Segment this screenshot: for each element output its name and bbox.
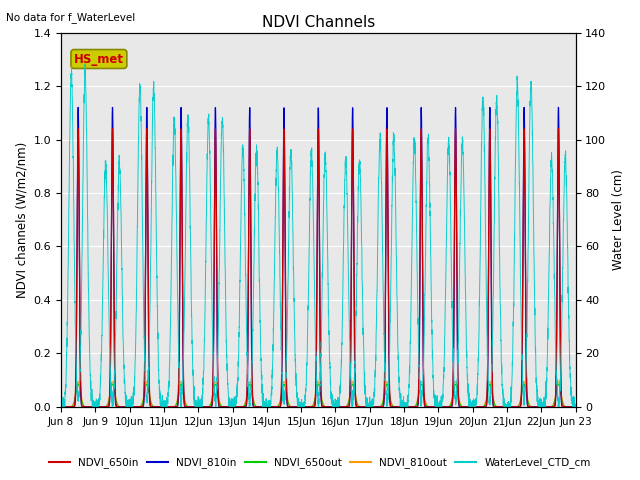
Title: NDVI Channels: NDVI Channels xyxy=(262,15,375,30)
Legend: NDVI_650in, NDVI_810in, NDVI_650out, NDVI_810out, WaterLevel_CTD_cm: NDVI_650in, NDVI_810in, NDVI_650out, NDV… xyxy=(45,453,595,472)
Y-axis label: Water Level (cm): Water Level (cm) xyxy=(612,169,625,270)
Text: No data for f_WaterLevel: No data for f_WaterLevel xyxy=(6,12,136,23)
Text: HS_met: HS_met xyxy=(74,52,124,65)
Y-axis label: NDVI channels (W/m2/nm): NDVI channels (W/m2/nm) xyxy=(15,142,28,298)
